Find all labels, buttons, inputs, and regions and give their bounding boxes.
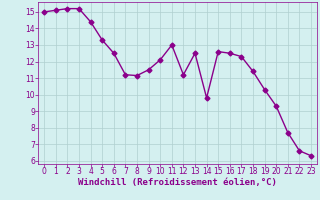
X-axis label: Windchill (Refroidissement éolien,°C): Windchill (Refroidissement éolien,°C) [78, 178, 277, 187]
